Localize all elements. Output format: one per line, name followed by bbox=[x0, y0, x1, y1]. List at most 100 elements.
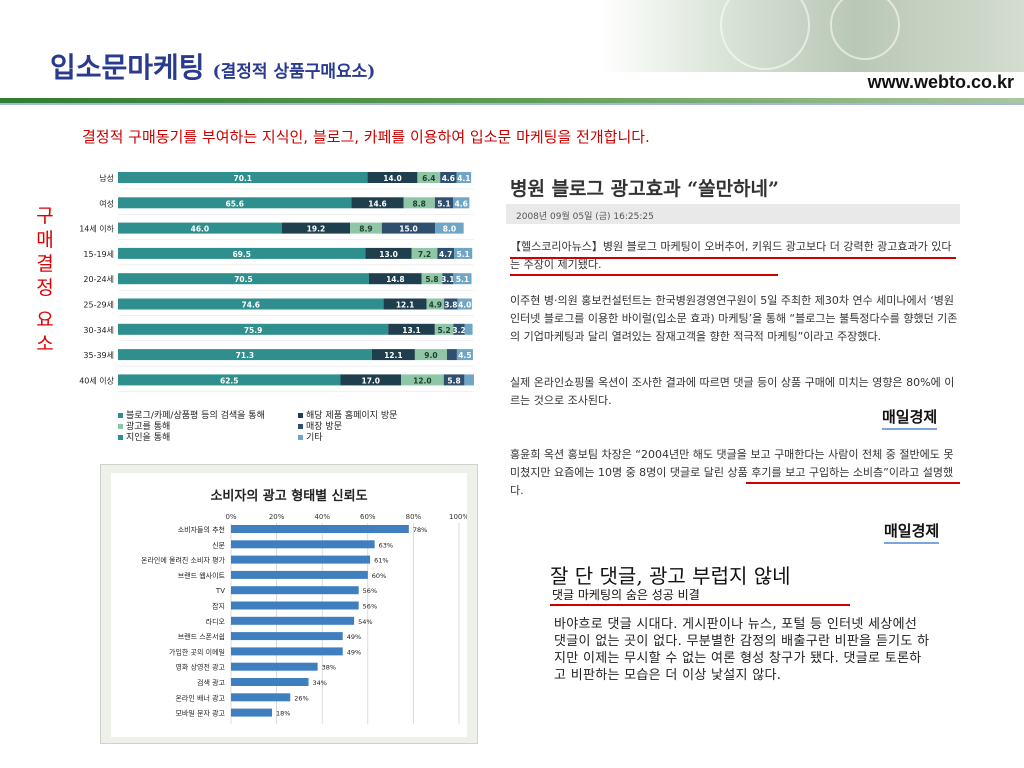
legend-swatch bbox=[298, 435, 303, 440]
chart1-value-label: 13.0 bbox=[379, 250, 398, 259]
newspaper-brand: 매일경제 bbox=[884, 520, 940, 544]
ad-trust-chart-area: 소비자의 광고 형태별 신뢰도 0% 20% 40% 60% 80% 100% 소비자들의 … bbox=[111, 473, 467, 737]
legend-swatch bbox=[118, 424, 123, 429]
chart2-bar bbox=[231, 662, 318, 671]
chart1-bar-segment bbox=[464, 374, 474, 386]
legend-swatch bbox=[298, 413, 303, 418]
chart1-bar-segment bbox=[118, 323, 389, 335]
chart2-value-label: 78% bbox=[413, 526, 427, 534]
side-label-char bbox=[34, 300, 56, 308]
article-comments: 잘 단 댓글, 광고 부럽지 않네 댓글 마케팅의 숨은 성공 비결 바야흐로 … bbox=[540, 550, 940, 748]
chart1-bar-segment bbox=[414, 349, 447, 361]
chart2-category-label: 브랜드 스폰서쉽 bbox=[178, 632, 225, 641]
chart1-value-label: 4.6 bbox=[455, 199, 468, 208]
chart1-bar-segment bbox=[371, 349, 415, 361]
chart2-category-label: 모바일 문자 광고 bbox=[175, 709, 225, 718]
chart1-category-label: 25-29세 bbox=[83, 301, 114, 310]
chart1-value-label: 5.1 bbox=[456, 275, 469, 284]
legend-entry: 블로그/카페/상품평 등의 검색을 통해 bbox=[118, 408, 265, 421]
chart2-value-label: 49% bbox=[347, 648, 361, 656]
chart2-tick-label: 40% bbox=[314, 513, 330, 521]
legend-swatch bbox=[298, 424, 303, 429]
chart1-value-label: 12.1 bbox=[384, 351, 403, 360]
chart1-bar-segment bbox=[464, 323, 473, 335]
chart1-bar-segment bbox=[457, 298, 472, 310]
title-sub: (결정적 상품구매요소) bbox=[212, 62, 376, 82]
chart1-value-label: 8.0 bbox=[443, 225, 456, 234]
chart1-value-label: 71.3 bbox=[236, 351, 255, 360]
article1-date: 2008년 09월 05일 (금) 16:25:25 bbox=[506, 204, 960, 224]
chart2-category-label: 신문 bbox=[212, 540, 225, 549]
chart1-bar-segment bbox=[454, 247, 473, 259]
chart1-value-label: 14.0 bbox=[383, 174, 402, 183]
chart1-bar-segment bbox=[381, 222, 436, 234]
chart1-value-label: 6.4 bbox=[422, 174, 435, 183]
chart2-bar bbox=[231, 678, 309, 686]
chart2-value-label: 56% bbox=[363, 587, 377, 595]
side-label-char: 구 bbox=[36, 205, 54, 227]
chart1-category-label: 남성 bbox=[99, 174, 114, 183]
chart1-bar-segment bbox=[444, 298, 458, 310]
chart1-bar-segment bbox=[403, 197, 435, 209]
coin-decoration bbox=[720, 0, 810, 70]
article1-lead: 【헬스코리아뉴스】병원 블로그 마케팅이 오버추어, 키워드 광고보다 더 강력… bbox=[510, 240, 952, 271]
chart2-tick-label: 0% bbox=[225, 513, 236, 521]
chart2-title: 소비자의 광고 형태별 신뢰도 bbox=[210, 489, 368, 504]
chart1-bar-segment bbox=[118, 222, 282, 234]
chart1-bar-segment bbox=[281, 222, 351, 234]
chart2-bar bbox=[231, 586, 359, 595]
title-main: 입소문마케팅 bbox=[50, 51, 205, 84]
chart2-tick-label: 80% bbox=[406, 513, 422, 521]
chart1-value-label: 5.8 bbox=[447, 376, 460, 385]
legend-label: 기타 bbox=[306, 433, 323, 443]
chart1-bar-segment bbox=[452, 197, 470, 209]
chart1-bar-segment bbox=[456, 172, 472, 183]
chart1-bar-segment bbox=[437, 247, 455, 259]
chart1-bar-segment bbox=[118, 374, 341, 386]
article2-subtitle: 댓글 마케팅의 숨은 성공 비결 bbox=[552, 588, 700, 602]
chart1-value-label: 3.2 bbox=[452, 326, 465, 335]
chart1-bar-segment bbox=[456, 349, 473, 361]
header-divider bbox=[0, 98, 1024, 103]
chart1-category-label: 40세 이상 bbox=[79, 375, 114, 385]
chart2-value-label: 54% bbox=[358, 618, 372, 626]
chart1-bar-segment bbox=[434, 197, 453, 209]
chart1-bar-segment bbox=[442, 273, 454, 285]
chart2-value-label: 18% bbox=[276, 710, 290, 718]
chart1-category-label: 15-19세 bbox=[83, 250, 114, 259]
chart2-tick-label: 20% bbox=[269, 513, 285, 521]
chart1-category-label: 35-39세 bbox=[83, 351, 114, 360]
chart1-value-label: 19.2 bbox=[307, 225, 326, 234]
chart2-value-label: 34% bbox=[313, 679, 327, 687]
chart2-value-label: 26% bbox=[294, 694, 308, 702]
legend-label: 지인을 통해 bbox=[126, 433, 171, 443]
chart1-bar-segment bbox=[365, 247, 412, 259]
side-label-char: 소 bbox=[36, 333, 54, 355]
chart1-value-label: 4.6 bbox=[442, 174, 455, 183]
chart1-bar-segment bbox=[118, 247, 366, 259]
article1-para3: 홍윤희 옥션 홍보팀 차장은 “2004년만 해도 댓글을 보고 구매한다는 사… bbox=[510, 448, 954, 497]
chart1-bar-segment bbox=[417, 172, 441, 183]
chart1-bar-segment bbox=[118, 298, 384, 310]
chart2-tick-label: 60% bbox=[360, 513, 376, 521]
chart1-bar-segment bbox=[426, 298, 445, 310]
chart2-category-label: 검색 광고 bbox=[197, 678, 226, 687]
chart2-category-label: 잡지 bbox=[212, 602, 225, 611]
chart1-bar-segment bbox=[421, 273, 443, 285]
chart2-value-label: 38% bbox=[322, 664, 336, 672]
headline: 결정적 구매동기를 부여하는 지식인, 블로그, 카페를 이용하여 입소문 마케… bbox=[82, 128, 650, 146]
legend-label: 해당 제품 홈페이지 방문 bbox=[306, 411, 398, 421]
chart1-value-label: 4.7 bbox=[439, 250, 452, 259]
chart1-value-label: 70.5 bbox=[234, 275, 253, 284]
chart2-bar bbox=[231, 708, 273, 717]
chart1-value-label: 13.1 bbox=[402, 326, 421, 335]
chart1-value-label: 5.2 bbox=[437, 326, 450, 335]
chart1-category-label: 30-34세 bbox=[83, 326, 114, 335]
chart1-bar-segment bbox=[368, 273, 422, 285]
legend-entry: 지인을 통해 bbox=[118, 430, 170, 443]
coin-decoration bbox=[830, 0, 900, 60]
purchase-factor-chart: 남성 70.1 14.0 6.4 4.6 4.1여성 65.6 14.6 8.8 5.1 4.614… bbox=[79, 172, 474, 392]
chart1-bar-segment bbox=[340, 374, 402, 386]
chart1-bar-segment bbox=[453, 323, 465, 335]
site-url: www.webto.co.kr bbox=[867, 72, 1014, 92]
